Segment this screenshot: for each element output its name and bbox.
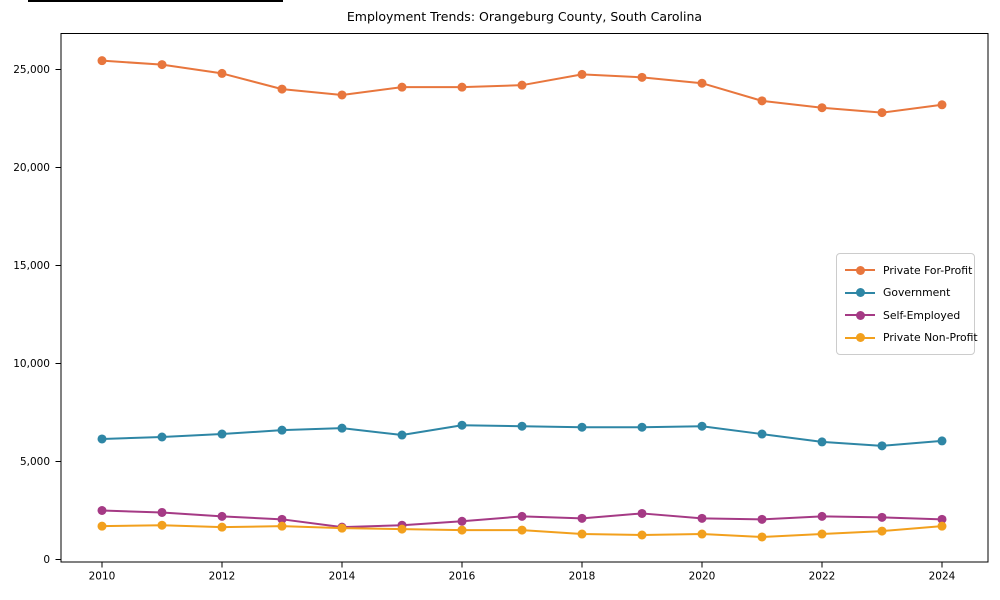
- data-point-private-for-profit-2021: [757, 96, 767, 106]
- screenshot-edge-artifact: [28, 0, 283, 2]
- data-point-government-2019: [637, 422, 647, 432]
- data-point-private-for-profit-2024: [937, 100, 947, 110]
- data-point-private-for-profit-2013: [277, 84, 287, 94]
- data-point-private-for-profit-2019: [637, 72, 647, 82]
- data-point-private-non-profit-2018: [577, 529, 587, 539]
- data-point-self-employed-2019: [637, 508, 647, 518]
- data-point-government-2012: [217, 429, 227, 439]
- legend-marker-icon: [845, 288, 875, 298]
- y-tick-label: 10,000: [13, 358, 50, 370]
- data-point-self-employed-2022: [817, 511, 827, 521]
- data-point-private-non-profit-2012: [217, 522, 227, 532]
- data-point-private-non-profit-2023: [877, 526, 887, 536]
- data-point-private-non-profit-2020: [697, 529, 707, 539]
- data-point-self-employed-2011: [157, 507, 167, 517]
- data-point-private-for-profit-2012: [217, 68, 227, 78]
- legend-label: Self-Employed: [883, 308, 961, 322]
- data-point-government-2014: [337, 423, 347, 433]
- legend-label: Private Non-Profit: [883, 331, 978, 345]
- data-point-self-employed-2018: [577, 513, 587, 523]
- data-point-private-for-profit-2020: [697, 78, 707, 88]
- data-point-self-employed-2023: [877, 512, 887, 522]
- y-tick-label: 15,000: [13, 260, 50, 272]
- data-point-government-2016: [457, 420, 467, 430]
- data-point-government-2021: [757, 429, 767, 439]
- data-point-private-for-profit-2011: [157, 60, 167, 70]
- data-point-private-non-profit-2010: [97, 521, 107, 531]
- data-point-self-employed-2016: [457, 516, 467, 526]
- y-tick-label: 25,000: [13, 64, 50, 76]
- data-point-self-employed-2020: [697, 513, 707, 523]
- data-point-government-2017: [517, 421, 527, 431]
- legend-item-private-non-profit: Private Non-Profit: [845, 327, 978, 350]
- data-point-private-non-profit-2019: [637, 530, 647, 540]
- data-point-government-2015: [397, 430, 407, 440]
- data-point-private-non-profit-2016: [457, 525, 467, 535]
- legend-label: Private For-Profit: [883, 263, 973, 277]
- data-point-government-2018: [577, 422, 587, 432]
- data-point-government-2024: [937, 436, 947, 446]
- data-point-self-employed-2010: [97, 506, 107, 515]
- data-point-private-for-profit-2010: [97, 56, 107, 66]
- data-point-private-for-profit-2014: [337, 90, 347, 100]
- data-point-private-non-profit-2013: [277, 521, 287, 531]
- y-tick-label: 20,000: [13, 162, 50, 174]
- plot-frame: [60, 33, 989, 563]
- x-tick-label: 2012: [209, 571, 236, 583]
- data-point-private-for-profit-2016: [457, 82, 467, 92]
- data-point-private-non-profit-2022: [817, 529, 827, 539]
- data-point-government-2020: [697, 421, 707, 431]
- data-point-self-employed-2017: [517, 511, 527, 521]
- data-point-self-employed-2012: [217, 511, 227, 521]
- y-tick-label: 5,000: [20, 456, 50, 468]
- legend-marker-icon: [845, 333, 875, 343]
- data-point-private-for-profit-2015: [397, 82, 407, 92]
- data-point-private-for-profit-2017: [517, 80, 527, 90]
- data-point-government-2013: [277, 425, 287, 435]
- x-tick-label: 2018: [569, 571, 596, 583]
- x-tick-label: 2010: [89, 571, 116, 583]
- legend-marker-icon: [845, 310, 875, 320]
- data-point-self-employed-2013: [277, 514, 287, 524]
- data-point-government-2011: [157, 432, 167, 442]
- data-point-self-employed-2024: [937, 514, 947, 524]
- data-point-government-2022: [817, 437, 827, 447]
- data-point-private-non-profit-2021: [757, 532, 767, 542]
- data-point-private-non-profit-2024: [937, 521, 947, 531]
- data-point-private-non-profit-2017: [517, 525, 527, 535]
- legend-label: Government: [883, 286, 951, 300]
- x-tick-label: 2014: [329, 571, 356, 583]
- data-point-government-2023: [877, 441, 887, 451]
- data-point-private-for-profit-2018: [577, 69, 587, 79]
- data-point-private-non-profit-2011: [157, 520, 167, 530]
- x-tick-label: 2020: [689, 571, 716, 583]
- data-point-private-for-profit-2023: [877, 108, 887, 118]
- data-point-private-for-profit-2022: [817, 103, 827, 113]
- legend-item-self-employed: Self-Employed: [845, 304, 966, 327]
- legend-item-government: Government: [845, 282, 966, 305]
- legend-marker-icon: [845, 265, 875, 275]
- data-point-self-employed-2021: [757, 514, 767, 524]
- legend-item-private-for-profit: Private For-Profit: [845, 259, 972, 282]
- x-tick-label: 2016: [449, 571, 476, 583]
- data-point-private-non-profit-2014: [337, 523, 347, 533]
- legend: Private For-Profit Government Self-Employe…: [836, 253, 978, 355]
- x-tick-label: 2022: [809, 571, 836, 583]
- data-point-private-non-profit-2015: [397, 524, 407, 534]
- y-tick-label: 0: [43, 554, 50, 566]
- data-point-government-2010: [97, 434, 107, 444]
- chart-title: Employment Trends: Orangeburg County, So…: [346, 9, 703, 24]
- x-tick-label: 2024: [929, 571, 956, 583]
